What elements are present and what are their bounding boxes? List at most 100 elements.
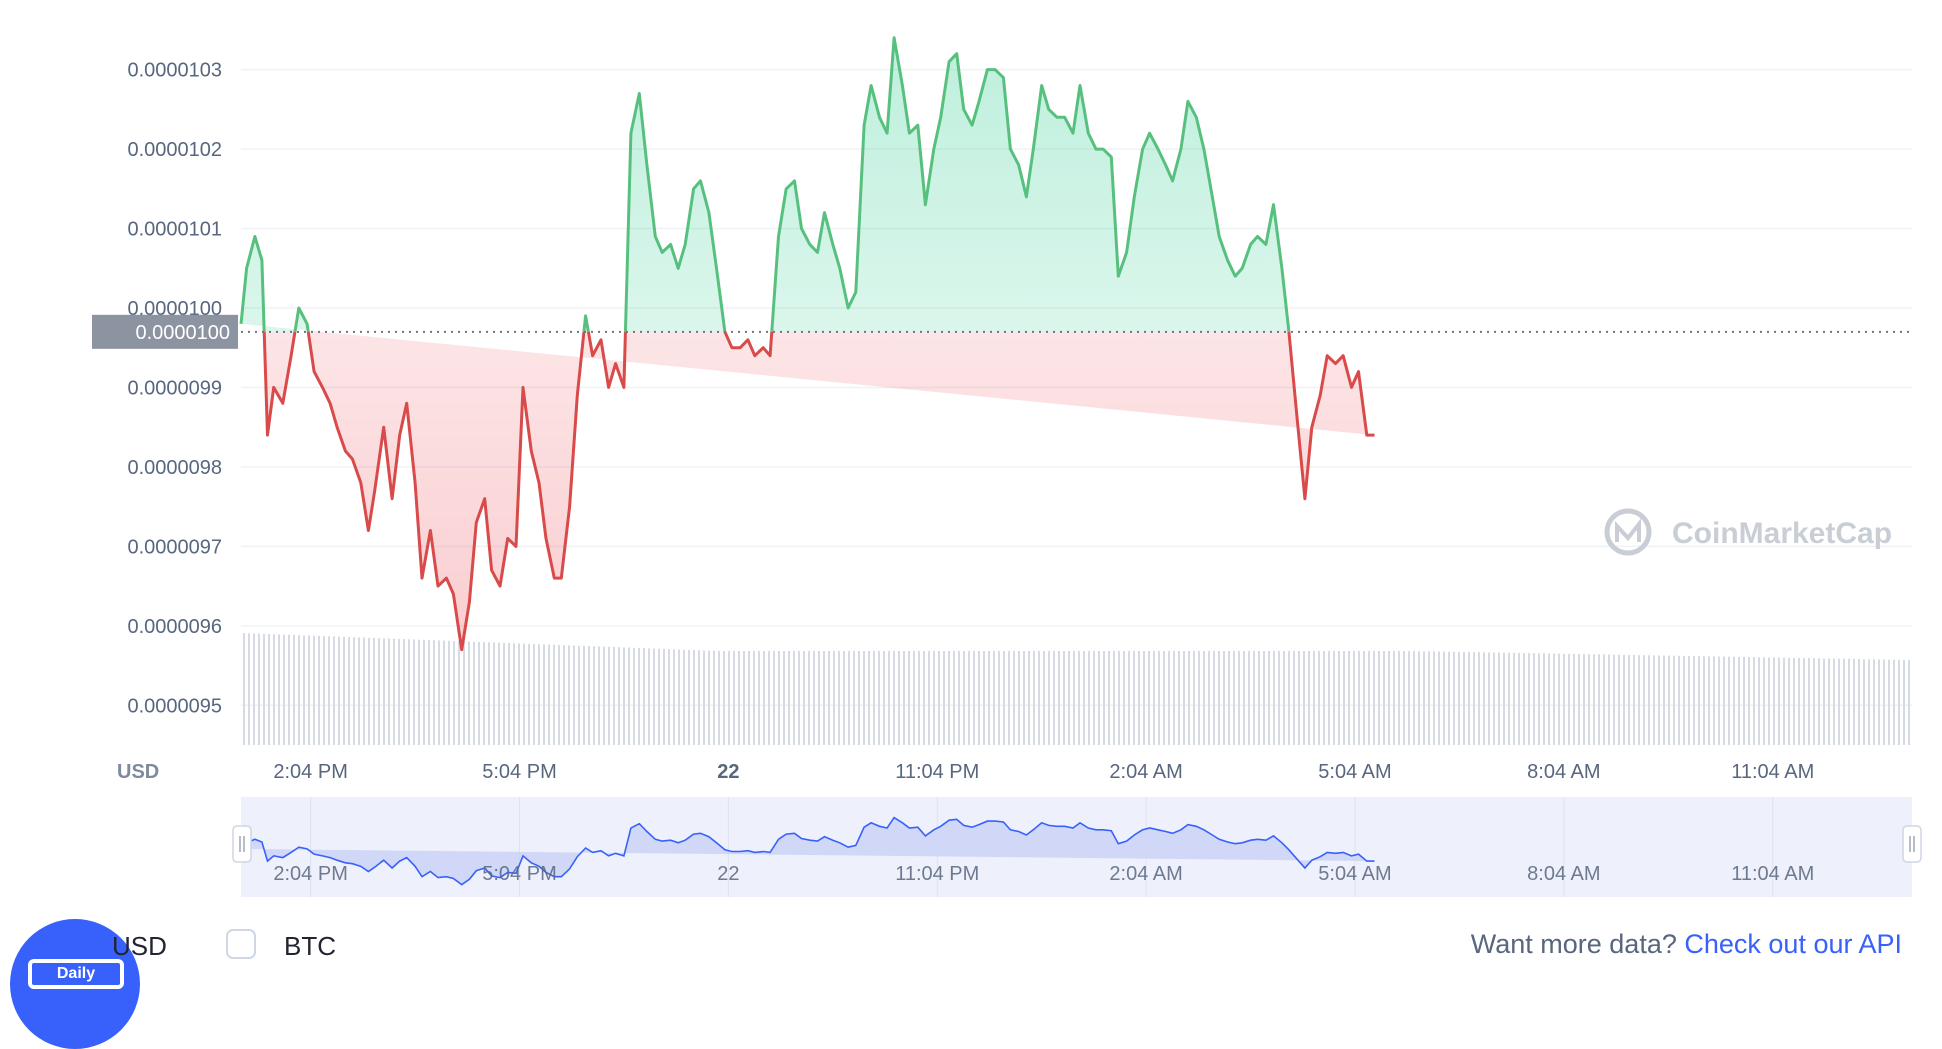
usd-toggle-label[interactable]: USD <box>112 931 167 961</box>
volume-bar <box>978 651 980 745</box>
volume-bar <box>1018 651 1020 745</box>
volume-bar <box>1763 657 1765 745</box>
x-tick-label: 2:04 AM <box>1109 761 1182 783</box>
volume-bar <box>1573 653 1575 745</box>
volume-bar <box>1658 655 1660 745</box>
volume-bar <box>1718 656 1720 745</box>
volume-bar <box>1123 651 1125 745</box>
volume-bar <box>1908 659 1910 745</box>
volume-bar <box>843 651 845 745</box>
volume-bar <box>1288 651 1290 745</box>
navigator-handle-left[interactable] <box>232 825 252 863</box>
volume-bar <box>968 651 970 745</box>
btc-toggle-label[interactable]: BTC <box>284 931 336 961</box>
price-chart[interactable]: 0.00001030.00001020.00001010.00001000.00… <box>0 0 1942 962</box>
volume-bar <box>1553 653 1555 745</box>
volume-bar <box>1303 651 1305 745</box>
volume-bar <box>793 651 795 745</box>
volume-bar <box>388 638 390 745</box>
volume-bar <box>243 633 245 745</box>
volume-bar <box>288 634 290 745</box>
api-link[interactable]: Check out our API <box>1684 929 1902 959</box>
volume-bar <box>563 645 565 745</box>
volume-bar <box>1153 651 1155 745</box>
volume-bar <box>358 637 360 745</box>
volume-bar <box>478 641 480 745</box>
volume-bar <box>1038 651 1040 745</box>
volume-bar <box>1528 653 1530 745</box>
coinmarketcap-logo-icon <box>1604 508 1652 556</box>
volume-bar <box>1448 651 1450 745</box>
volume-bar <box>1338 651 1340 745</box>
volume-bar <box>933 651 935 745</box>
volume-bar <box>688 649 690 745</box>
y-tick-label: 0.0000101 <box>127 219 222 241</box>
volume-bar <box>633 647 635 745</box>
area-above-reference <box>241 37 1289 332</box>
volume-bar <box>733 651 735 745</box>
volume-bar <box>533 644 535 745</box>
volume-bar <box>668 649 670 745</box>
volume-bar <box>1483 652 1485 745</box>
volume-bar <box>453 640 455 745</box>
volume-bar <box>603 646 605 745</box>
volume-bar <box>928 651 930 745</box>
volume-bar <box>1103 651 1105 745</box>
volume-bar <box>393 638 395 745</box>
volume-bar <box>953 651 955 745</box>
navigator-x-axis: 2:04 PM 5:04 PM 22 11:04 PM 2:04 AM 5:04 AM 8:… <box>273 863 1814 885</box>
volume-bar <box>613 647 615 745</box>
navigator-tick-label: 5:04 PM <box>482 863 556 885</box>
volume-bar <box>678 649 680 745</box>
volume-bar <box>583 645 585 745</box>
volume-bar <box>1643 655 1645 745</box>
volume-bar <box>903 651 905 745</box>
volume-bar <box>1898 659 1900 745</box>
volume-bar <box>1683 655 1685 745</box>
volume-bar <box>1363 651 1365 745</box>
volume-bar <box>328 636 330 745</box>
volume-bar <box>1223 651 1225 745</box>
volume-bar <box>823 651 825 745</box>
volume-bar <box>258 633 260 745</box>
volume-bar <box>1743 656 1745 745</box>
volume-bar <box>513 643 515 745</box>
volume-bar <box>748 651 750 745</box>
volume-bar <box>833 651 835 745</box>
volume-bar <box>783 651 785 745</box>
volume-bar <box>1638 655 1640 745</box>
volume-bar <box>763 651 765 745</box>
volume-bar <box>1713 656 1715 745</box>
btc-checkbox[interactable] <box>226 929 256 959</box>
volume-bar <box>1173 651 1175 745</box>
volume-bar <box>1508 652 1510 745</box>
volume-bar <box>1258 651 1260 745</box>
volume-bar <box>1883 659 1885 745</box>
volume-bar <box>753 651 755 745</box>
volume-bar <box>1073 651 1075 745</box>
range-navigator[interactable]: 2:04 PM 5:04 PM 22 11:04 PM 2:04 AM 5:04 AM 8:… <box>232 797 1922 897</box>
volume-bar <box>293 634 295 745</box>
volume-bar <box>428 640 430 745</box>
volume-bar <box>1328 651 1330 745</box>
volume-bar <box>1003 651 1005 745</box>
volume-bar <box>458 641 460 745</box>
volume-bar <box>503 642 505 745</box>
volume-bar <box>1253 651 1255 745</box>
volume-bar <box>1453 651 1455 745</box>
y-tick-label: 0.0000098 <box>127 457 222 479</box>
volume-bar <box>1893 659 1895 745</box>
volume-bar <box>1728 656 1730 745</box>
volume-bar <box>438 640 440 745</box>
navigator-handle-right[interactable] <box>1902 825 1922 863</box>
volume-bar <box>1498 652 1500 745</box>
volume-bar <box>1533 653 1535 745</box>
navigator-tick-label: 11:04 AM <box>1731 863 1814 885</box>
volume-bar <box>628 647 630 745</box>
volume-bar <box>1723 656 1725 745</box>
volume-bar <box>948 651 950 745</box>
volume-bar <box>1663 655 1665 745</box>
volume-bar <box>743 651 745 745</box>
volume-bar <box>703 650 705 745</box>
volume-bar <box>893 651 895 745</box>
